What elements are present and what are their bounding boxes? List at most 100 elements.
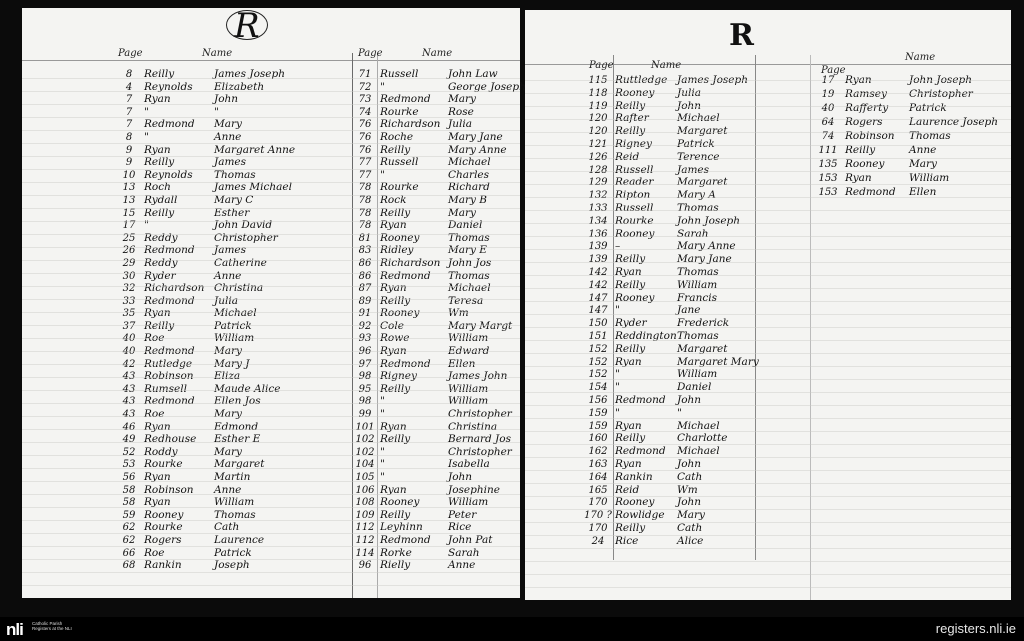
page-number: 118 bbox=[588, 87, 608, 99]
forename: Laurence Joseph bbox=[909, 116, 999, 128]
page-number: 53 bbox=[122, 459, 136, 471]
site-link[interactable]: registers.nli.ie bbox=[935, 621, 1016, 636]
surname: Rock bbox=[380, 193, 407, 206]
surname: Reilly bbox=[615, 432, 646, 445]
ruled-line bbox=[22, 546, 520, 547]
forename: William bbox=[677, 278, 718, 291]
page-number: 74 bbox=[358, 106, 372, 118]
ruled-line bbox=[525, 197, 1011, 198]
index-entry: 159 Ryan Michael bbox=[581, 420, 759, 433]
surname: Redmond bbox=[380, 533, 431, 546]
index-entry: 96 Ryan Edward bbox=[350, 345, 526, 358]
page-number: 101 bbox=[355, 421, 375, 433]
index-entry: 120 Rafter Michael bbox=[581, 112, 759, 125]
name-column-header: Name bbox=[202, 48, 233, 59]
surname: Reilly bbox=[380, 143, 411, 156]
page-column-header: Page bbox=[589, 60, 614, 71]
surname: " bbox=[380, 168, 385, 181]
forename: Francis bbox=[677, 291, 717, 304]
page-number: 102 bbox=[355, 434, 375, 446]
ruled-line bbox=[525, 106, 1011, 107]
surname: Rydall bbox=[144, 193, 178, 206]
page-number: 58 bbox=[122, 497, 136, 509]
page-column-header: Page bbox=[821, 65, 846, 76]
index-entry: 17 " John David bbox=[114, 219, 295, 232]
ruled-line bbox=[22, 195, 520, 196]
forename: Julia bbox=[214, 294, 238, 307]
ruled-line bbox=[22, 91, 520, 92]
forename: Eliza bbox=[214, 370, 241, 383]
index-entry: 78 Reilly Mary bbox=[350, 207, 526, 220]
forename: Mary A bbox=[677, 189, 716, 202]
index-entry: 56 Ryan Martin bbox=[114, 471, 295, 484]
forename: Rice bbox=[448, 521, 472, 534]
ruled-line bbox=[525, 262, 1011, 263]
page-number: 71 bbox=[358, 69, 372, 80]
ruled-line bbox=[22, 572, 520, 573]
page-number: 56 bbox=[122, 472, 136, 483]
surname: Rorke bbox=[380, 546, 412, 559]
page-number: 147 bbox=[588, 305, 608, 317]
ruled-line bbox=[22, 143, 520, 144]
ruled-line bbox=[525, 158, 1011, 159]
page-number: 40 bbox=[122, 346, 136, 358]
index-column-1: 8 Reilly James Joseph 4 Reynolds Elizabeth 7 Ry… bbox=[114, 68, 296, 572]
forename: Thomas bbox=[448, 269, 490, 282]
forename: " bbox=[677, 406, 682, 419]
page-number: 43 bbox=[122, 383, 136, 395]
forename: Thomas bbox=[214, 168, 256, 181]
forename: Edmond bbox=[214, 420, 259, 433]
page-number: 29 bbox=[122, 257, 136, 269]
surname: Cole bbox=[380, 319, 404, 332]
forename: Ellen Jos bbox=[214, 395, 261, 408]
page-number: 72 bbox=[358, 81, 372, 93]
forename: William bbox=[677, 368, 718, 381]
page-number: 133 bbox=[588, 202, 608, 214]
surname: Richardson bbox=[144, 282, 205, 295]
page-number: 46 bbox=[122, 421, 136, 433]
surname: Ryan bbox=[144, 93, 171, 106]
ruled-line bbox=[525, 353, 1011, 354]
surname: Ridley bbox=[380, 244, 414, 257]
forename: James bbox=[677, 163, 710, 176]
forename: Charlotte bbox=[677, 432, 728, 445]
forename: Mary E bbox=[448, 244, 487, 257]
index-entry: 25 Reddy Christopher bbox=[114, 232, 295, 245]
index-entry: 13 Rydall Mary C bbox=[114, 194, 295, 207]
surname: Rooney bbox=[144, 508, 184, 521]
index-entry: 147 Rooney Francis bbox=[581, 292, 759, 305]
ruled-line bbox=[525, 145, 1011, 146]
ruled-line bbox=[22, 234, 520, 235]
index-entry: 87 Ryan Michael bbox=[350, 282, 526, 295]
surname: Rice bbox=[615, 534, 639, 547]
forename: Michael bbox=[448, 156, 491, 169]
forename: Patrick bbox=[214, 319, 252, 332]
forename: William bbox=[448, 332, 489, 345]
index-entry: 74 Robinson Thomas bbox=[811, 130, 998, 144]
page-number: 132 bbox=[588, 190, 608, 202]
forename: Christopher bbox=[448, 408, 512, 421]
index-entry: 112 Redmond John Pat bbox=[350, 534, 526, 547]
forename: James Joseph bbox=[214, 68, 285, 80]
page-number: 108 bbox=[355, 497, 375, 509]
forename: Wm bbox=[448, 307, 469, 320]
surname: Rigney bbox=[615, 137, 652, 150]
ruled-line bbox=[22, 260, 520, 261]
index-entry: 40 Roe William bbox=[114, 332, 295, 345]
page-number: 66 bbox=[122, 547, 136, 559]
surname: Ryan bbox=[380, 282, 407, 295]
index-entry: 95 Reilly William bbox=[350, 383, 526, 396]
ruled-line bbox=[22, 442, 520, 443]
surname: Rumsell bbox=[144, 382, 187, 395]
surname: Reynolds bbox=[144, 168, 193, 181]
forename: Mary Anne bbox=[677, 240, 736, 253]
page-number: 37 bbox=[122, 320, 136, 332]
page-number: 49 bbox=[122, 434, 136, 446]
forename: Margaret Mary bbox=[677, 355, 759, 368]
index-entry: 99 " Christopher bbox=[350, 408, 526, 421]
forename: Mary Jane bbox=[448, 130, 503, 143]
column-divider bbox=[377, 53, 378, 598]
forename: Christopher bbox=[909, 88, 973, 100]
surname: Ryan bbox=[615, 265, 642, 278]
ruled-line bbox=[22, 286, 520, 287]
